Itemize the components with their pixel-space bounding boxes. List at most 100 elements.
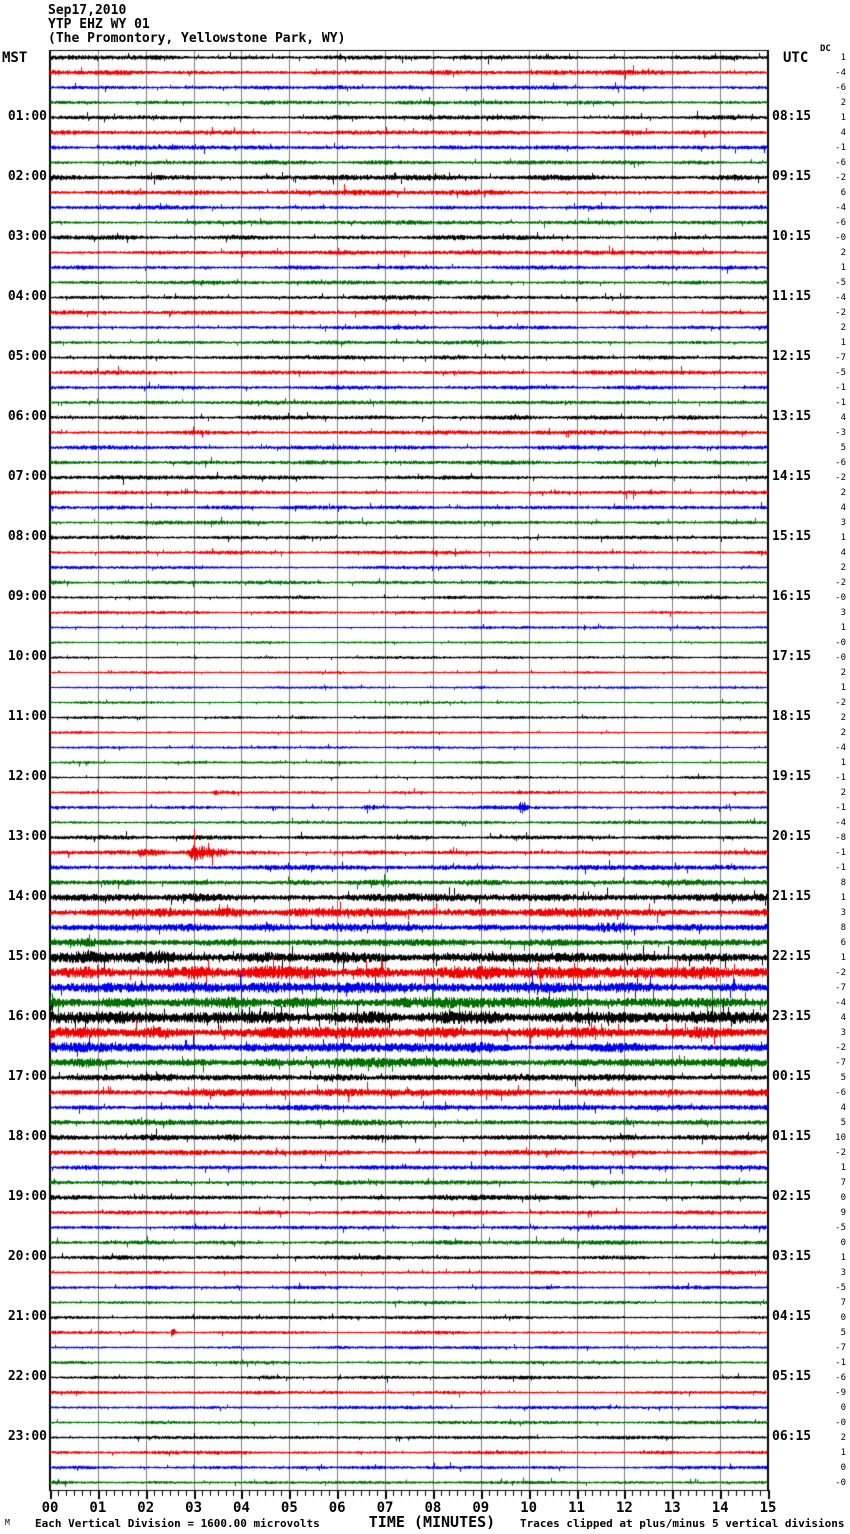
utc-hour-label: 03:15 [772, 1248, 812, 1264]
utc-hour-label: 17:15 [772, 648, 812, 664]
mst-hour-label: 04:00 [7, 288, 47, 304]
dc-offset-value: 7 [840, 1177, 846, 1188]
dc-offset-value: 4 [840, 412, 846, 423]
dc-offset-value: 3 [840, 517, 846, 528]
mst-hour-label: 21:00 [7, 1308, 47, 1324]
dc-offset-value: 3 [840, 607, 846, 618]
dc-offset-value: -2 [835, 307, 846, 318]
dc-offset-value: 1 [840, 1252, 846, 1263]
dc-offset-value: -0 [835, 637, 846, 648]
mst-hour-label: 09:00 [7, 588, 47, 604]
dc-offset-value: 2 [840, 712, 846, 723]
x-tick-label: 03 [185, 1500, 203, 1516]
dc-offset-value: 1 [840, 757, 846, 768]
dc-offset-value: -0 [835, 592, 846, 603]
dc-offset-value: 5 [840, 1072, 846, 1083]
utc-hour-label: 10:15 [772, 228, 812, 244]
mst-hour-label: 07:00 [7, 468, 47, 484]
mst-hour-label: 13:00 [7, 828, 47, 844]
dc-offset-value: -6 [835, 1372, 846, 1383]
utc-hour-label: 21:15 [772, 888, 812, 904]
utc-hour-label: 00:15 [772, 1068, 812, 1084]
dc-offset-value: 1 [840, 682, 846, 693]
dc-offset-value: 2 [840, 667, 846, 678]
utc-hour-label: 09:15 [772, 168, 812, 184]
dc-offset-value: 2 [840, 562, 846, 573]
mst-hour-label: 23:00 [7, 1428, 47, 1444]
dc-offset-value: -1 [835, 382, 846, 393]
dc-offset-value: 1 [840, 262, 846, 273]
x-tick-label: 14 [711, 1500, 729, 1516]
dc-offset-value: -1 [835, 802, 846, 813]
mst-hour-label: 11:00 [7, 708, 47, 724]
dc-offset-value: -9 [835, 1387, 846, 1398]
dc-offset-value: 5 [840, 1117, 846, 1128]
mst-hour-label: 16:00 [7, 1008, 47, 1024]
dc-offset-value: -7 [835, 1057, 846, 1068]
dc-offset-value: 8 [840, 877, 846, 888]
x-tick-label: 05 [280, 1500, 298, 1516]
dc-offset-value: -4 [835, 202, 846, 213]
dc-offset-value: -0 [835, 652, 846, 663]
dc-offset-value: 2 [840, 322, 846, 333]
dc-offset-value: 1 [840, 1447, 846, 1458]
dc-offset-value: -1 [835, 862, 846, 873]
dc-offset-value: -2 [835, 697, 846, 708]
dc-offset-value: 0 [840, 1402, 846, 1413]
utc-hour-label: 22:15 [772, 948, 812, 964]
utc-hour-label: 12:15 [772, 348, 812, 364]
x-tick-label: 06 [328, 1500, 346, 1516]
utc-hour-label: 19:15 [772, 768, 812, 784]
dc-offset-value: -6 [835, 157, 846, 168]
dc-offset-value: 4 [840, 1102, 846, 1113]
utc-hour-label: 23:15 [772, 1008, 812, 1024]
mst-hour-label: 15:00 [7, 948, 47, 964]
dc-offset-value: 1 [840, 1162, 846, 1173]
mst-hour-label: 12:00 [7, 768, 47, 784]
dc-offset-value: 0 [840, 1237, 846, 1248]
scale-note: Each Vertical Division = 1600.00 microvo… [35, 1517, 320, 1530]
x-tick-label: 08 [424, 1500, 442, 1516]
mst-hour-label: 22:00 [7, 1368, 47, 1384]
dc-offset-value: 10 [835, 1132, 846, 1143]
dc-offset-value: 2 [840, 97, 846, 108]
dc-offset-value: 3 [840, 1267, 846, 1278]
dc-offset-value: -4 [835, 817, 846, 828]
dc-offset-value: 4 [840, 547, 846, 558]
dc-offset-value: -5 [835, 277, 846, 288]
x-tick-label: 00 [41, 1500, 59, 1516]
dc-offset-value: 1 [840, 952, 846, 963]
dc-offset-value: 1 [840, 622, 846, 633]
x-axis-title: TIME (MINUTES) [368, 1513, 496, 1531]
dc-offset-value: 1 [840, 112, 846, 123]
dc-offset-value: -2 [835, 472, 846, 483]
utc-hour-label: 20:15 [772, 828, 812, 844]
dc-offset-value: 2 [840, 247, 846, 258]
dc-offset-value: 4 [840, 1012, 846, 1023]
corner-mark: M [5, 1518, 10, 1527]
dc-offset-value: -1 [835, 397, 846, 408]
x-tick-label: 09 [472, 1500, 490, 1516]
utc-hour-label: 16:15 [772, 588, 812, 604]
dc-offset-value: -3 [835, 427, 846, 438]
dc-offset-value: 2 [840, 787, 846, 798]
utc-hour-label: 01:15 [772, 1128, 812, 1144]
mst-hour-label: 05:00 [7, 348, 47, 364]
x-tick-label: 10 [520, 1500, 538, 1516]
dc-offset-value: -2 [835, 1042, 846, 1053]
dc-offset-value: -7 [835, 352, 846, 363]
dc-offset-value: 8 [840, 922, 846, 933]
dc-offset-value: 3 [840, 907, 846, 918]
dc-offset-value: 4 [840, 502, 846, 513]
dc-offset-value: -6 [835, 217, 846, 228]
dc-offset-value: -5 [835, 1282, 846, 1293]
dc-offset-value: 0 [840, 1312, 846, 1323]
mst-hour-label: 10:00 [7, 648, 47, 664]
x-tick-label: 12 [615, 1500, 633, 1516]
x-tick-label: 01 [89, 1500, 107, 1516]
dc-offset-value: -6 [835, 457, 846, 468]
dc-offset-value: 9 [840, 1207, 846, 1218]
dc-offset-value: -1 [835, 847, 846, 858]
